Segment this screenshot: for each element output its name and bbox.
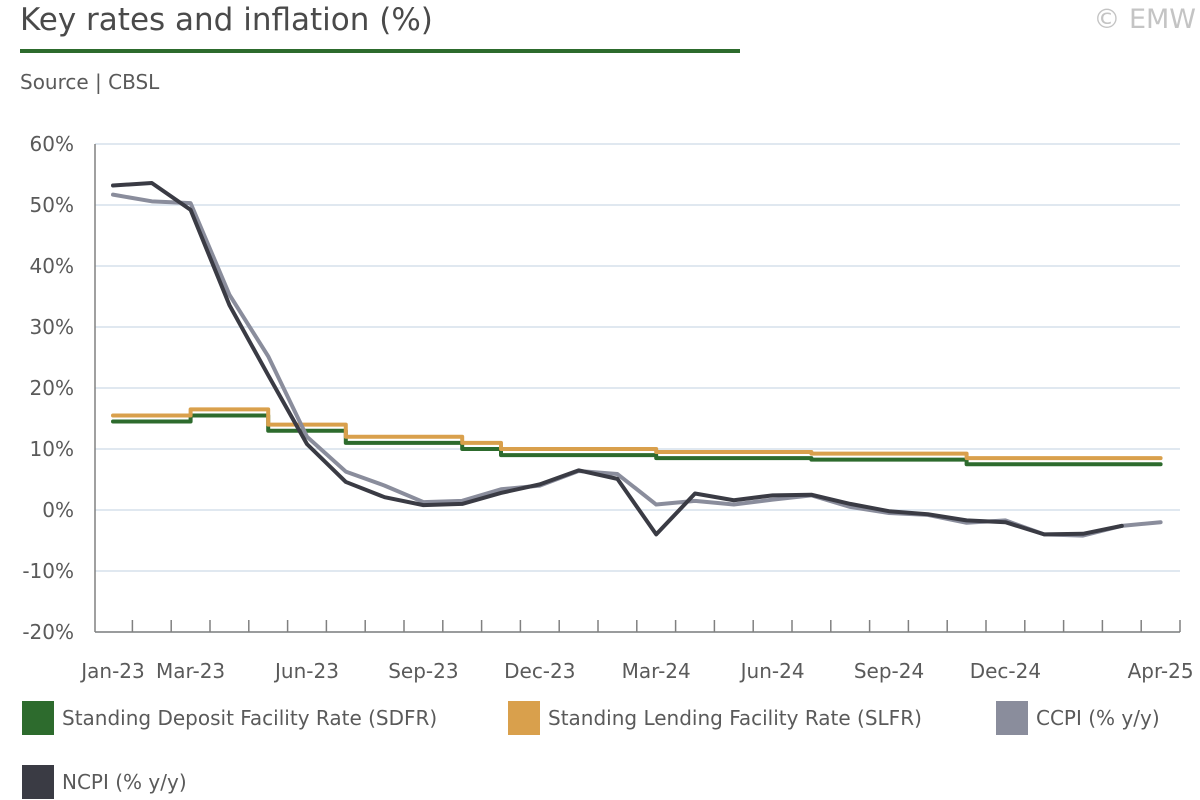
x-tick-label: Mar-23 bbox=[156, 659, 225, 683]
y-tick-label: -20% bbox=[22, 620, 74, 644]
x-tick-label: Dec-23 bbox=[504, 659, 575, 683]
x-tick-label: Jan-23 bbox=[79, 659, 145, 683]
legend-item-ncpi[interactable]: NCPI (% y/y) bbox=[22, 764, 187, 800]
x-tick-label: Sep-24 bbox=[854, 659, 924, 683]
y-tick-label: 0% bbox=[42, 498, 74, 522]
x-tick-label: Jun-24 bbox=[739, 659, 805, 683]
x-tick-label: Sep-23 bbox=[388, 659, 458, 683]
x-tick-label: Apr-25 bbox=[1128, 659, 1194, 683]
x-tick-label: Mar-24 bbox=[622, 659, 691, 683]
series-line-slfr bbox=[111, 407, 1163, 461]
y-tick-label: 40% bbox=[30, 254, 74, 278]
legend-swatch-ccpi bbox=[996, 701, 1028, 735]
y-tick-label: 20% bbox=[30, 376, 74, 400]
legend-label-ccpi: CCPI (% y/y) bbox=[1036, 706, 1160, 730]
legend-label-ncpi: NCPI (% y/y) bbox=[62, 770, 187, 794]
legend-item-sdfr[interactable]: Standing Deposit Facility Rate (SDFR) bbox=[22, 700, 437, 736]
y-tick-label: -10% bbox=[22, 559, 74, 583]
legend-label-sdfr: Standing Deposit Facility Rate (SDFR) bbox=[62, 706, 438, 730]
series-line-ncpi bbox=[111, 181, 1124, 537]
y-tick-label: 50% bbox=[30, 193, 74, 217]
chart-plot: 60% 50% 40% 30% 20% 10% 0% -10% -20%Jan-23 Mar-23… bbox=[22, 132, 1194, 683]
x-tick-label: Dec-24 bbox=[970, 659, 1041, 683]
copyright-watermark: © EMW bbox=[1093, 4, 1196, 35]
legend-label-slfr: Standing Lending Facility Rate (SLFR) bbox=[548, 706, 922, 730]
y-tick-label: 60% bbox=[30, 132, 74, 156]
series-line-ccpi bbox=[111, 192, 1163, 538]
title-underline bbox=[20, 49, 740, 53]
legend-item-ccpi[interactable]: CCPI (% y/y) bbox=[996, 700, 1160, 736]
chart-title: Key rates and inflation (%) bbox=[20, 2, 433, 38]
source-note: Source | CBSL bbox=[20, 70, 160, 94]
legend-swatch-slfr bbox=[508, 701, 540, 735]
legend-item-slfr[interactable]: Standing Lending Facility Rate (SLFR) bbox=[508, 700, 922, 736]
legend-swatch-ncpi bbox=[22, 765, 54, 799]
y-tick-label: 30% bbox=[30, 315, 74, 339]
series-line-sdfr bbox=[111, 413, 1163, 467]
y-tick-label: 10% bbox=[30, 437, 74, 461]
legend-swatch-sdfr bbox=[22, 701, 54, 735]
x-tick-label: Jun-23 bbox=[273, 659, 339, 683]
